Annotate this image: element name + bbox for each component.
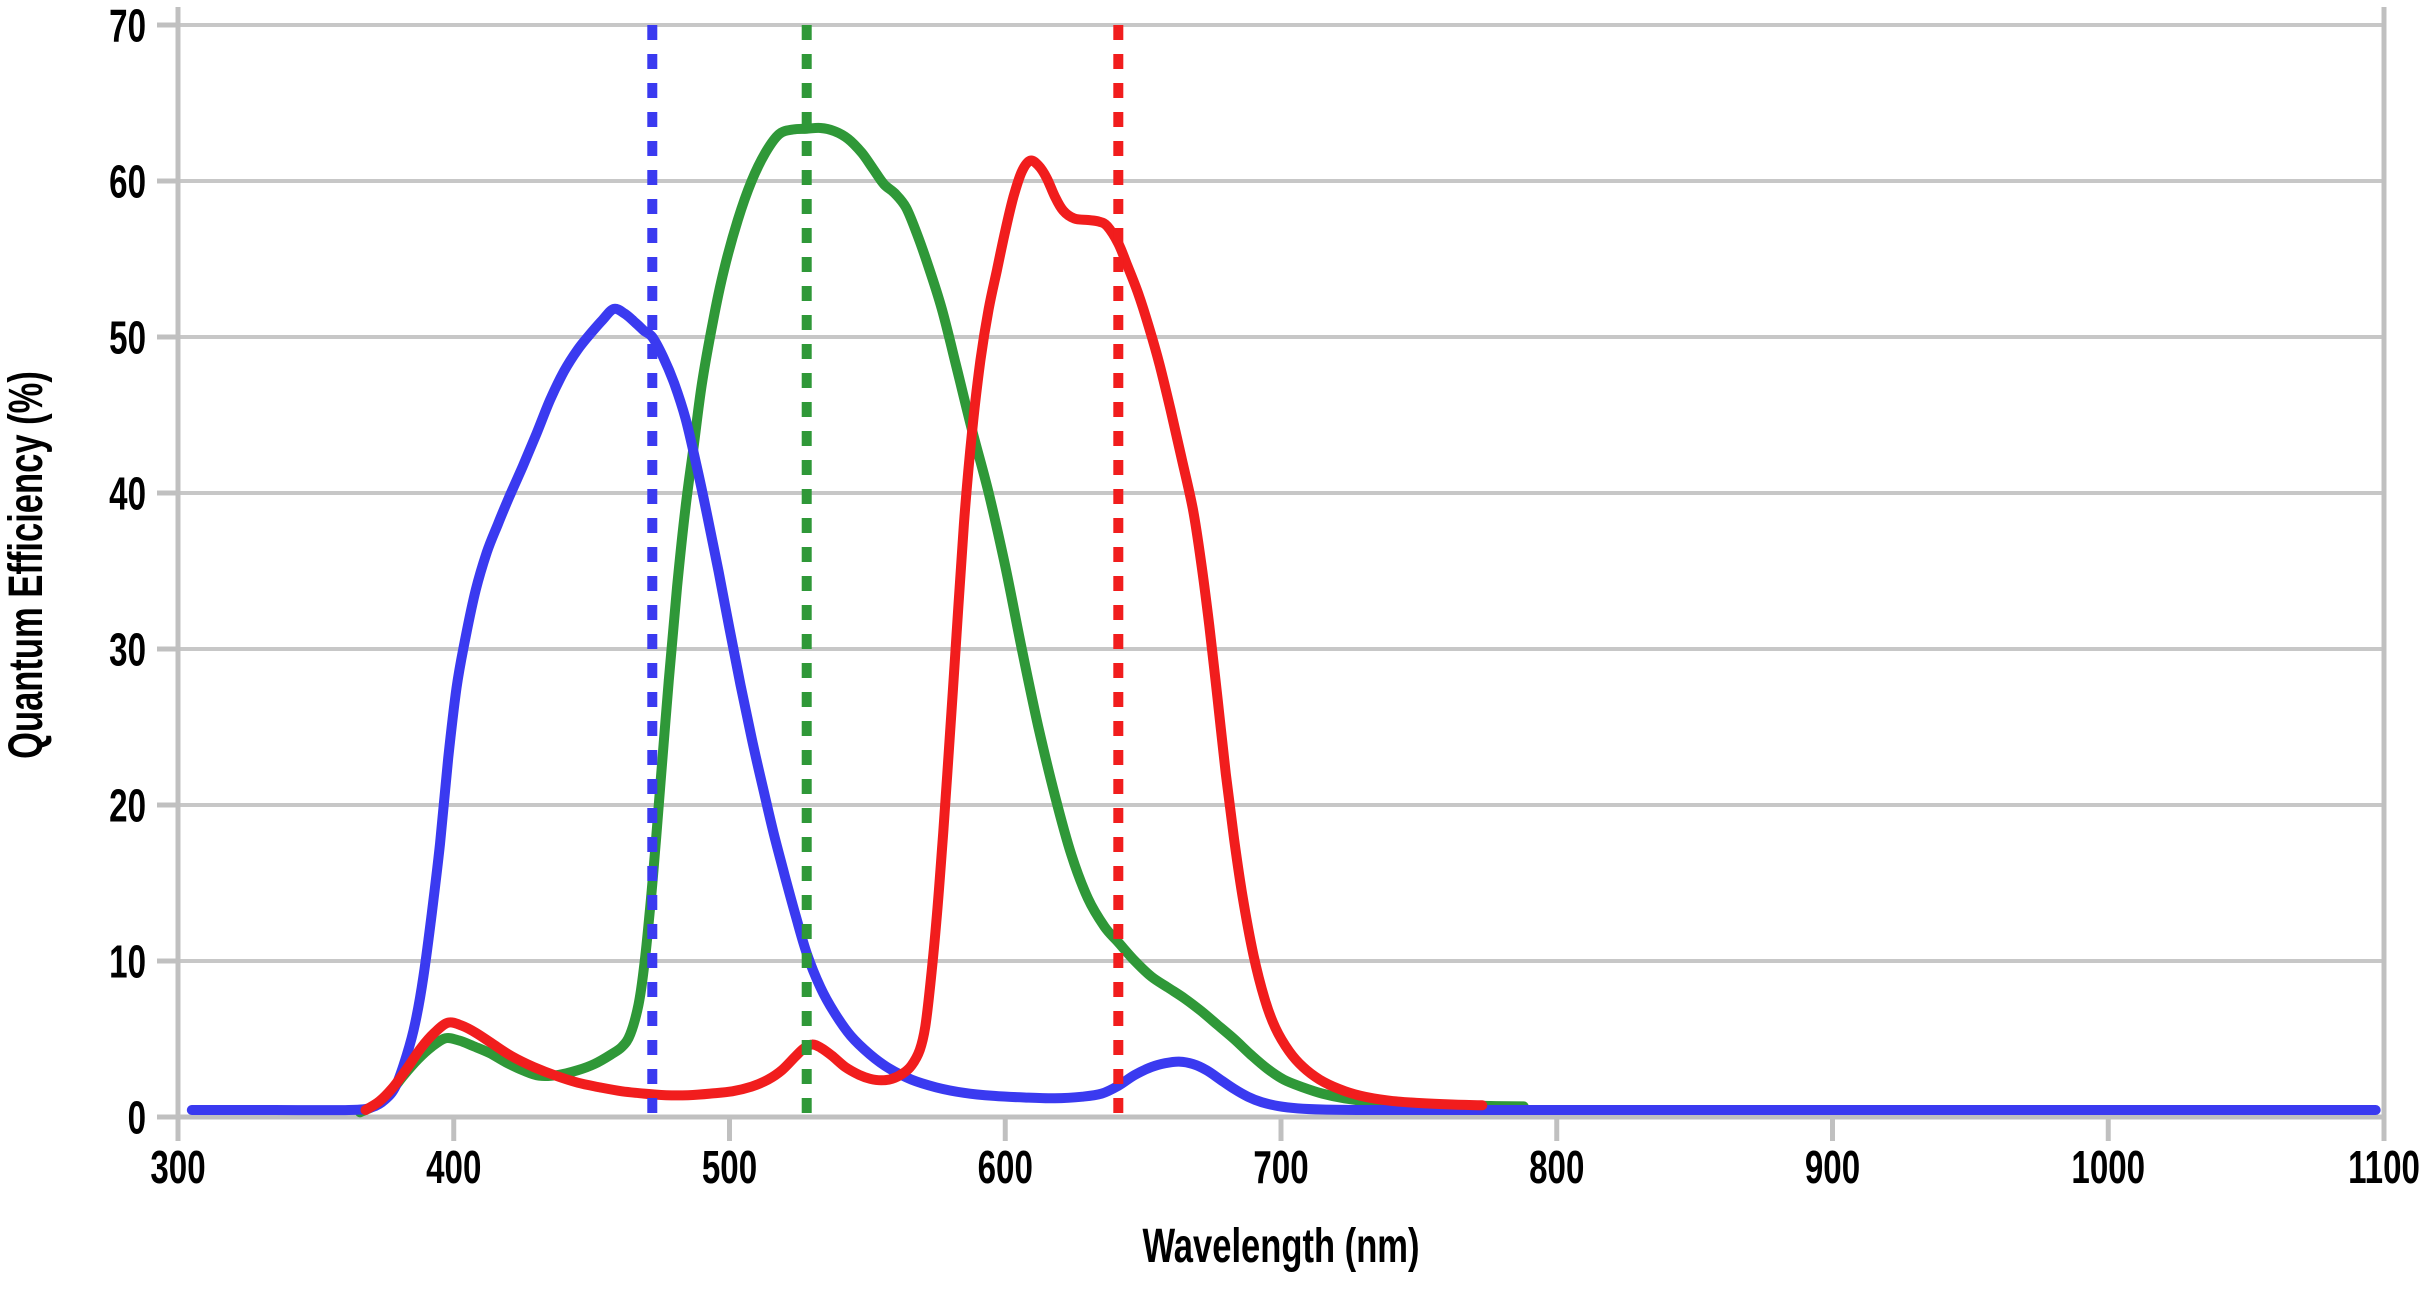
curve-layer	[186, 122, 2381, 1118]
y-tick-label-50: 50	[109, 313, 146, 363]
x-tick-label-900: 900	[1805, 1143, 1860, 1193]
x-tick-label-600: 600	[978, 1143, 1033, 1193]
y-tick-label-0: 0	[128, 1093, 146, 1143]
x-tick-label-400: 400	[426, 1143, 481, 1193]
y-tick-label-10: 10	[109, 937, 146, 987]
y-tick-label-60: 60	[109, 157, 146, 207]
x-axis-title: Wavelength (nm)	[1142, 1218, 1419, 1272]
center-wavelength-marker-layer	[647, 25, 1124, 1117]
x-tick-label-800: 800	[1529, 1143, 1584, 1193]
x-tick-label-1000: 1000	[2071, 1143, 2145, 1193]
y-tick-label-40: 40	[109, 469, 146, 519]
green-channel-qe-curve	[355, 122, 1529, 1118]
y-tick-label-30: 30	[109, 625, 146, 675]
axes-frame-layer	[157, 7, 2387, 1141]
x-tick-label-300: 300	[150, 1143, 205, 1193]
x-tick-label-1100: 1100	[2348, 1143, 2420, 1193]
y-axis-title: Quantum Efficiency (%)	[0, 371, 52, 759]
red-channel-qe-curve	[360, 155, 1488, 1115]
y-tick-label-70: 70	[109, 1, 146, 51]
x-tick-label-500: 500	[702, 1143, 757, 1193]
grid-layer	[178, 23, 2384, 963]
blue-channel-qe-curve	[186, 303, 2381, 1116]
y-tick-label-20: 20	[109, 781, 146, 831]
x-tick-label-700: 700	[1253, 1143, 1308, 1193]
tick-label-layer: 0 10 20 30 40 50 60 70 300 400 500 600 700 800 900 1000…	[109, 1, 2420, 1193]
